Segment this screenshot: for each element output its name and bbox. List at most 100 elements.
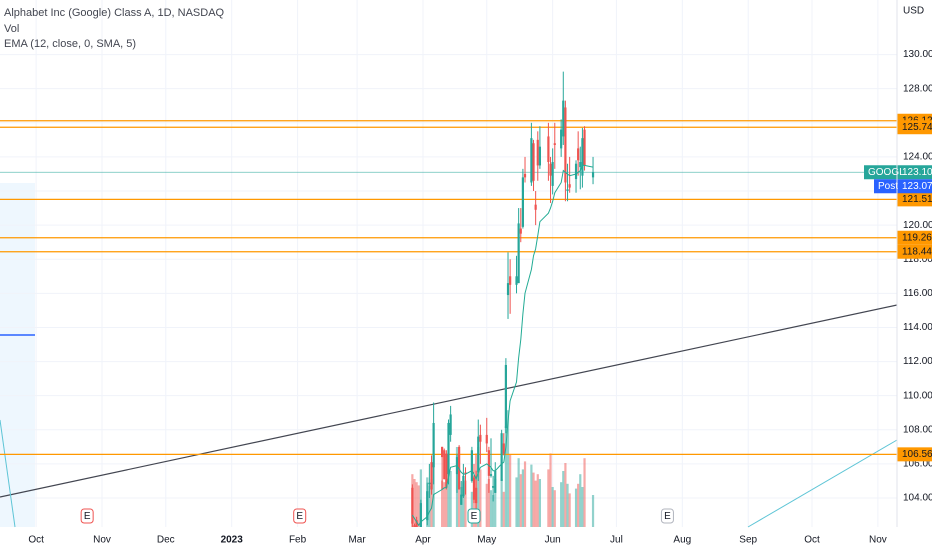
volume-bar — [560, 482, 563, 527]
candle-body — [532, 143, 535, 181]
candle-body — [581, 138, 584, 176]
volume-bar — [487, 479, 490, 527]
volume-bar — [547, 469, 550, 527]
range-box — [0, 183, 35, 527]
event-marker — [80, 508, 94, 524]
ema-line — [411, 164, 594, 527]
volume-bar — [477, 447, 480, 527]
y-tick-label: 128.00 — [903, 83, 932, 94]
price-axis: 104.00 106.00 108.00 110.00 112.00 114.00 116.… — [28, 49, 932, 546]
candle-body — [443, 450, 446, 480]
volume-bar — [534, 480, 537, 527]
volume-bar — [562, 471, 565, 527]
volume-bar — [530, 464, 533, 527]
volume-bar — [566, 483, 569, 527]
volume-bar — [430, 479, 433, 527]
candle-body — [502, 443, 505, 454]
volume-bar — [574, 488, 578, 527]
candle-body — [419, 503, 422, 527]
volume-bar — [506, 410, 510, 527]
volume-bar — [577, 483, 580, 527]
candle-body — [430, 462, 433, 490]
volume-bar — [568, 493, 571, 527]
volume-bar — [517, 458, 520, 527]
candle-body — [560, 129, 563, 149]
candle-body — [566, 189, 569, 192]
volume-bar — [443, 482, 446, 527]
level-tag — [897, 447, 932, 462]
y-tick-label: 118.00 — [903, 254, 932, 265]
volume-bar — [579, 474, 582, 527]
candle-body — [538, 146, 542, 166]
grid — [0, 0, 897, 527]
candle-body — [477, 436, 480, 473]
volume-label: Vol — [4, 23, 19, 35]
x-tick-label: Dec — [157, 535, 175, 546]
volume-bar — [502, 491, 505, 527]
x-tick-label: Feb — [289, 535, 307, 546]
y-tick-label: 124.00 — [903, 152, 932, 163]
volume-bar — [447, 472, 450, 527]
volume-bar — [458, 482, 461, 527]
volume-bar — [460, 487, 463, 527]
x-tick-label: Oct — [28, 535, 44, 546]
candle-body — [579, 162, 582, 168]
volume-bar — [415, 482, 418, 527]
candle-body — [517, 223, 520, 284]
volume-bar — [464, 480, 467, 527]
volume-bar — [532, 472, 535, 527]
x-tick-label: May — [477, 535, 496, 546]
candle-body — [428, 482, 431, 485]
volume-bar — [523, 461, 527, 527]
x-tick-label: Nov — [93, 535, 111, 546]
volume-bar — [504, 426, 507, 527]
last-price-name: GOOGL — [868, 167, 905, 178]
candle-body — [564, 107, 567, 183]
candle-body — [500, 433, 503, 481]
level-label: 118.44 — [902, 246, 932, 257]
y-tick-label: 110.00 — [903, 390, 932, 401]
candle-body — [449, 414, 452, 435]
volume-bar — [441, 480, 444, 527]
candle-body — [494, 470, 497, 493]
post-price-name: Post — [878, 181, 898, 192]
y-tick-label: 114.00 — [903, 322, 932, 333]
volume-bar — [591, 495, 595, 527]
candle-body — [464, 472, 467, 475]
candle-body — [470, 450, 473, 481]
candle-body — [413, 525, 416, 527]
x-tick-label: Nov — [869, 535, 887, 546]
y-tick-label: 112.00 — [903, 356, 932, 367]
candle-body — [551, 162, 554, 186]
event-marker — [660, 508, 674, 524]
volume-bar — [583, 458, 586, 527]
candle-body — [472, 477, 476, 500]
candle-body — [475, 487, 478, 504]
x-tick-label: Oct — [804, 535, 820, 546]
volume-bar — [536, 474, 539, 527]
x-tick-label: Jul — [610, 535, 623, 546]
candle-body — [577, 148, 580, 161]
event-label: E — [471, 511, 478, 522]
event-label: E — [664, 511, 671, 522]
level-tag — [897, 192, 932, 207]
volume-bar — [564, 463, 567, 527]
drawing-line — [0, 419, 16, 528]
candle-body — [591, 172, 595, 178]
candle-body — [574, 163, 578, 180]
volume-bar — [551, 487, 554, 527]
candle-body — [506, 283, 510, 296]
volume-bar — [500, 479, 503, 527]
event-label: E — [84, 511, 91, 522]
x-tick-label: Sep — [739, 535, 757, 546]
x-tick-label: 2023 — [221, 535, 244, 546]
symbol-title: Alphabet Inc (Google) Class A, 1D, NASDA… — [4, 7, 225, 19]
volume-bar — [553, 490, 556, 527]
candle-body — [479, 434, 482, 442]
x-tick-label: Mar — [348, 535, 366, 546]
volume-bar — [432, 455, 435, 527]
candle-body — [523, 173, 527, 178]
event-marker — [293, 508, 307, 524]
